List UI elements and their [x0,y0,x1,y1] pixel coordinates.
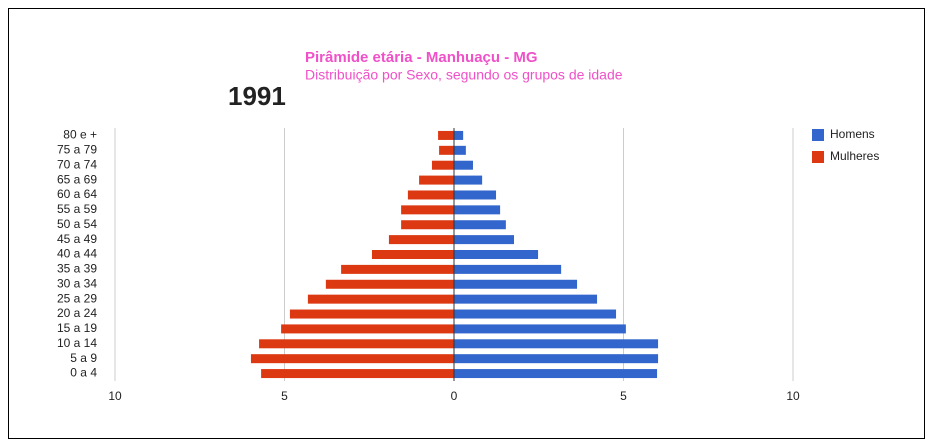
y-tick-label: 25 a 29 [57,291,97,305]
y-tick-label: 80 e + [63,128,97,142]
bar [454,205,501,215]
x-tick-label: 0 [451,389,458,403]
bar [454,309,617,319]
y-tick-label: 50 a 54 [57,217,97,231]
year: 1991 [228,81,286,111]
chart-title: Pirâmide etária - Manhuaçu - MG [305,49,538,66]
bar [454,369,658,379]
bar [371,250,454,259]
y-tick-label: 35 a 39 [57,262,97,276]
x-tick-label: 10 [786,389,800,403]
bar [454,145,466,155]
y-tick-label: 30 a 34 [57,276,97,290]
bar [454,354,659,364]
y-tick-label: 65 a 69 [57,172,97,186]
bar [454,339,659,349]
legend-swatch [812,151,824,163]
bar [281,324,454,334]
bar [454,250,539,259]
x-tick-label: 5 [620,389,627,403]
bar [419,175,454,185]
legend-label: Homens [830,127,875,141]
bar [401,205,454,215]
bar [261,369,454,379]
y-tick-label: 60 a 64 [57,187,97,201]
bar [341,264,454,274]
y-tick-label: 75 a 79 [57,142,97,156]
x-tick-label: 10 [108,389,122,403]
bar [388,235,454,245]
y-tick-label: 15 a 19 [57,321,97,335]
y-tick-label: 70 a 74 [57,157,97,171]
bar [454,130,464,140]
bar [407,190,454,200]
y-tick-label: 10 a 14 [57,336,97,350]
bar [307,294,454,304]
bar [454,220,506,230]
y-tick-label: 5 a 9 [70,351,97,365]
legend-swatch [812,129,824,141]
y-tick-label: 55 a 59 [57,202,97,216]
bar [454,235,515,245]
bar [454,294,598,304]
y-tick-label: 40 a 44 [57,247,97,261]
bar [454,160,473,170]
bar [454,175,483,185]
bar [454,264,562,274]
bar [401,220,454,230]
bar [454,279,578,289]
x-tick-label: 5 [281,389,288,403]
bar [325,279,454,289]
bar [250,354,454,364]
y-tick-label: 0 a 4 [70,366,97,380]
y-tick-label: 20 a 24 [57,306,97,320]
y-tick-label: 45 a 49 [57,232,97,246]
bar [431,160,454,170]
legend-label: Mulheres [830,149,879,163]
bar [438,130,454,140]
bar [259,339,454,349]
bar [289,309,454,319]
bar [454,324,626,334]
chart-subtitle: Distribuição por Sexo, segundo os grupos… [305,67,623,83]
bar [439,145,454,155]
bar [454,190,497,200]
